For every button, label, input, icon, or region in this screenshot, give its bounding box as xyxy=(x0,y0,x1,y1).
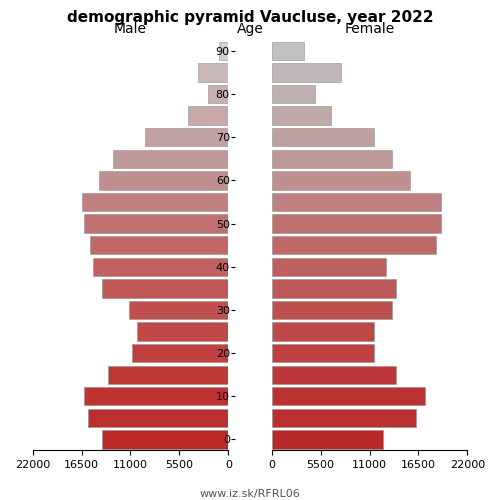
Bar xyxy=(88,408,228,427)
Bar xyxy=(272,430,383,448)
Text: www.iz.sk/RFRL06: www.iz.sk/RFRL06 xyxy=(200,490,300,500)
Bar xyxy=(272,279,396,297)
Bar xyxy=(90,236,228,255)
Bar xyxy=(208,85,229,103)
Bar xyxy=(128,300,228,319)
Bar xyxy=(136,322,228,340)
Bar xyxy=(272,85,316,103)
Bar xyxy=(102,430,228,448)
Bar xyxy=(188,106,228,125)
Bar xyxy=(272,387,424,406)
Bar xyxy=(93,258,228,276)
Bar xyxy=(272,344,374,362)
Bar xyxy=(198,63,228,82)
Bar xyxy=(132,344,228,362)
Bar xyxy=(272,128,374,146)
Text: Male: Male xyxy=(114,22,147,36)
Bar xyxy=(82,193,229,211)
Bar xyxy=(100,171,228,190)
Bar xyxy=(108,366,228,384)
Bar xyxy=(272,42,304,60)
Text: Female: Female xyxy=(344,22,395,36)
Bar xyxy=(84,387,229,406)
Bar xyxy=(272,63,341,82)
Bar xyxy=(272,214,440,232)
Bar xyxy=(272,322,374,340)
Bar xyxy=(272,366,396,384)
Bar xyxy=(102,279,228,297)
Bar xyxy=(272,171,409,190)
Bar xyxy=(272,236,436,255)
Text: Age: Age xyxy=(236,22,264,36)
Bar xyxy=(272,300,392,319)
Bar xyxy=(84,214,229,232)
Bar xyxy=(218,42,228,60)
Bar xyxy=(272,106,332,125)
Bar xyxy=(272,258,386,276)
Bar xyxy=(272,193,440,211)
Bar xyxy=(272,150,392,168)
Bar xyxy=(112,150,228,168)
Text: demographic pyramid Vaucluse, year 2022: demographic pyramid Vaucluse, year 2022 xyxy=(66,10,434,25)
Bar xyxy=(272,408,416,427)
Bar xyxy=(144,128,228,146)
